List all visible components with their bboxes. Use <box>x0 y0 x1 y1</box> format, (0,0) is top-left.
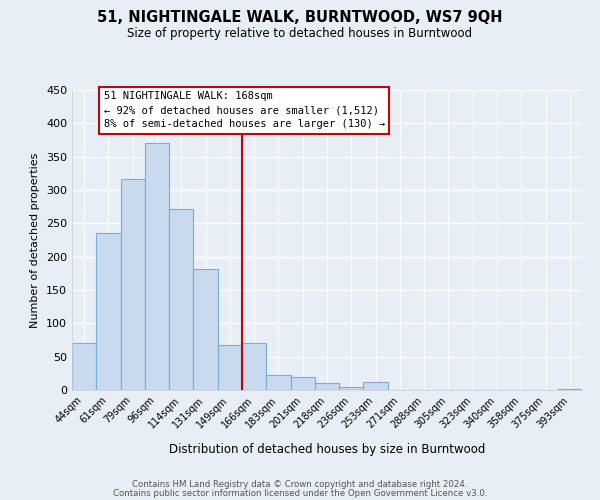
Bar <box>339 386 364 390</box>
Text: Distribution of detached houses by size in Burntwood: Distribution of detached houses by size … <box>169 442 485 456</box>
Bar <box>72 344 96 390</box>
Text: Contains HM Land Registry data © Crown copyright and database right 2024.: Contains HM Land Registry data © Crown c… <box>132 480 468 489</box>
Bar <box>266 374 290 390</box>
Y-axis label: Number of detached properties: Number of detached properties <box>31 152 40 328</box>
Bar <box>169 208 193 390</box>
Bar <box>242 344 266 390</box>
Text: Contains public sector information licensed under the Open Government Licence v3: Contains public sector information licen… <box>113 489 487 498</box>
Text: Size of property relative to detached houses in Burntwood: Size of property relative to detached ho… <box>127 28 473 40</box>
Bar <box>364 382 388 390</box>
Bar <box>218 344 242 390</box>
Bar <box>193 268 218 390</box>
Bar <box>145 144 169 390</box>
Bar <box>290 378 315 390</box>
Bar <box>121 178 145 390</box>
Text: 51, NIGHTINGALE WALK, BURNTWOOD, WS7 9QH: 51, NIGHTINGALE WALK, BURNTWOOD, WS7 9QH <box>97 10 503 25</box>
Bar <box>96 234 121 390</box>
Bar <box>558 388 582 390</box>
Text: 51 NIGHTINGALE WALK: 168sqm
← 92% of detached houses are smaller (1,512)
8% of s: 51 NIGHTINGALE WALK: 168sqm ← 92% of det… <box>104 92 385 130</box>
Bar <box>315 384 339 390</box>
